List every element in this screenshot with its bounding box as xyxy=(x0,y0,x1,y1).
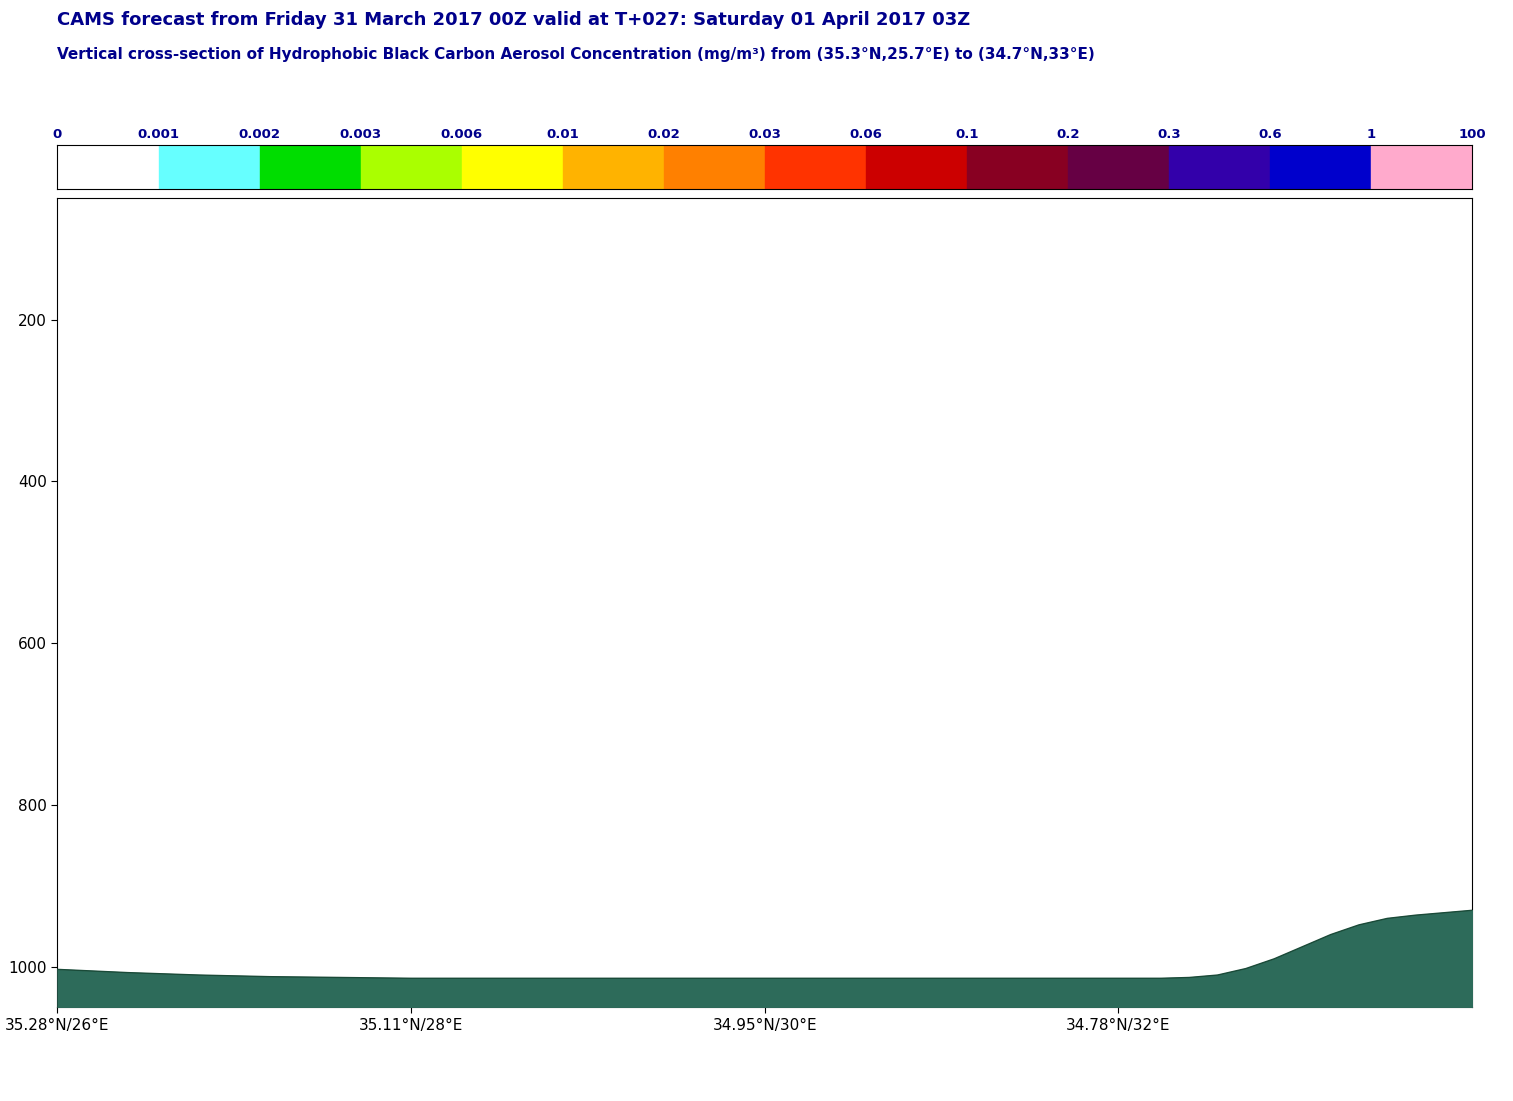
Bar xyxy=(1170,145,1269,189)
Text: 100: 100 xyxy=(1459,129,1486,141)
Text: 1: 1 xyxy=(1366,129,1375,141)
Text: 0.02: 0.02 xyxy=(648,129,681,141)
Text: 0: 0 xyxy=(53,129,62,141)
Bar xyxy=(260,145,360,189)
Bar xyxy=(461,145,563,189)
Text: 0.6: 0.6 xyxy=(1259,129,1282,141)
Bar xyxy=(967,145,1068,189)
Bar xyxy=(1068,145,1170,189)
Text: 0.003: 0.003 xyxy=(339,129,381,141)
Text: CAMS forecast from Friday 31 March 2017 00Z valid at T+027: Saturday 01 April 20: CAMS forecast from Friday 31 March 2017 … xyxy=(57,11,971,29)
Text: 0.03: 0.03 xyxy=(749,129,781,141)
Bar xyxy=(1371,145,1472,189)
Text: 0.06: 0.06 xyxy=(849,129,882,141)
Text: 0.006: 0.006 xyxy=(440,129,483,141)
Bar xyxy=(664,145,766,189)
Bar xyxy=(865,145,967,189)
Text: Vertical cross-section of Hydrophobic Black Carbon Aerosol Concentration (mg/m³): Vertical cross-section of Hydrophobic Bl… xyxy=(57,46,1095,62)
Bar xyxy=(563,145,664,189)
Text: 0.001: 0.001 xyxy=(138,129,180,141)
Text: 0.002: 0.002 xyxy=(239,129,280,141)
Text: 0.01: 0.01 xyxy=(546,129,579,141)
Bar xyxy=(1269,145,1371,189)
Bar xyxy=(766,145,865,189)
Text: 0.3: 0.3 xyxy=(1157,129,1180,141)
Bar xyxy=(57,145,159,189)
Text: 0.1: 0.1 xyxy=(955,129,979,141)
Bar xyxy=(360,145,461,189)
Bar xyxy=(159,145,260,189)
Text: 0.2: 0.2 xyxy=(1056,129,1080,141)
